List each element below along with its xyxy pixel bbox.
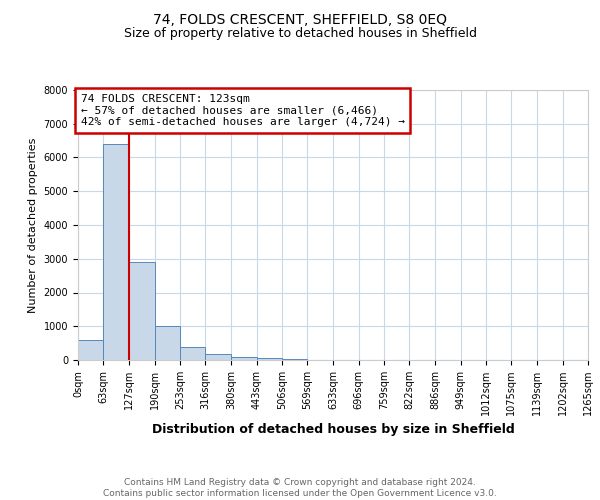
Text: Contains HM Land Registry data © Crown copyright and database right 2024.
Contai: Contains HM Land Registry data © Crown c… [103, 478, 497, 498]
Bar [155, 326, 180, 360]
Bar [78, 340, 103, 360]
Text: 74 FOLDS CRESCENT: 123sqm
← 57% of detached houses are smaller (6,466)
42% of se: 74 FOLDS CRESCENT: 123sqm ← 57% of detac… [80, 94, 404, 127]
Bar [103, 144, 129, 360]
Bar [180, 347, 205, 360]
Bar [231, 356, 257, 360]
Text: Size of property relative to detached houses in Sheffield: Size of property relative to detached ho… [124, 28, 476, 40]
Bar [129, 262, 155, 360]
Bar [205, 354, 231, 360]
Y-axis label: Number of detached properties: Number of detached properties [28, 138, 38, 312]
Text: 74, FOLDS CRESCENT, SHEFFIELD, S8 0EQ: 74, FOLDS CRESCENT, SHEFFIELD, S8 0EQ [153, 12, 447, 26]
Text: Distribution of detached houses by size in Sheffield: Distribution of detached houses by size … [152, 422, 514, 436]
Bar [257, 358, 282, 360]
